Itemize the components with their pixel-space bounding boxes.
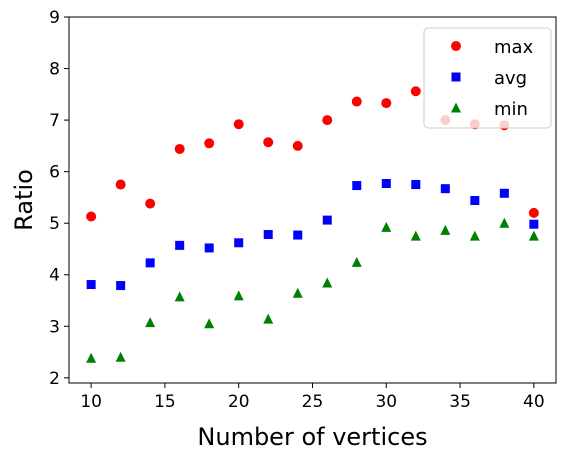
legend-label-min: min — [494, 99, 528, 120]
data-point-avg — [145, 258, 155, 268]
data-point-avg — [175, 240, 185, 250]
data-point-avg — [411, 180, 421, 190]
data-point-max — [204, 138, 215, 149]
data-point-min — [115, 351, 126, 362]
x-axis-label: Number of vertices — [197, 423, 427, 451]
data-point-min — [410, 230, 421, 241]
y-tick-label: 4 — [49, 266, 60, 286]
y-tick-label: 6 — [49, 163, 60, 183]
data-point-min — [381, 221, 392, 232]
data-point-min — [528, 230, 539, 241]
legend: max avg min — [423, 27, 552, 129]
x-tick-label: 25 — [302, 392, 324, 412]
series-min — [86, 217, 539, 363]
y-tick-label: 2 — [49, 369, 60, 389]
data-point-max — [86, 211, 97, 222]
data-point-max — [174, 143, 185, 154]
x-tick-label: 20 — [228, 392, 250, 412]
data-point-max — [322, 115, 333, 126]
data-point-min — [499, 217, 510, 228]
data-point-min — [204, 318, 215, 329]
data-point-max — [410, 86, 421, 97]
series-avg — [86, 179, 539, 291]
data-point-avg — [470, 196, 480, 206]
data-point-max — [263, 137, 274, 148]
x-tick-label: 35 — [449, 392, 471, 412]
data-point-avg — [529, 219, 539, 229]
y-tick-label: 3 — [49, 317, 60, 337]
data-point-avg — [499, 188, 509, 198]
x-tick-label: 10 — [80, 392, 102, 412]
x-tick-label: 40 — [523, 392, 545, 412]
data-point-max — [381, 98, 392, 109]
data-point-avg — [322, 215, 332, 225]
legend-label-max: max — [494, 37, 534, 58]
data-point-avg — [352, 181, 362, 191]
data-point-avg — [293, 230, 303, 240]
data-point-min — [322, 277, 333, 288]
data-point-max — [351, 96, 362, 107]
y-tick-label: 7 — [49, 111, 60, 131]
data-point-min — [263, 313, 274, 324]
data-point-avg — [204, 243, 214, 253]
data-point-min — [469, 230, 480, 241]
data-point-avg — [86, 280, 96, 290]
y-axis-label: Ratio — [10, 169, 38, 231]
data-point-max — [115, 179, 126, 190]
legend-marker-avg — [451, 72, 461, 82]
legend-marker-max — [451, 41, 461, 51]
y-tick-label: 8 — [49, 60, 60, 80]
y-tick-label: 9 — [49, 8, 60, 28]
data-point-avg — [263, 230, 273, 240]
data-point-avg — [234, 238, 244, 248]
data-point-min — [292, 287, 303, 298]
y-tick-label: 5 — [49, 214, 60, 234]
data-point-avg — [440, 184, 450, 194]
data-point-min — [86, 352, 97, 363]
data-point-max — [233, 119, 244, 130]
data-point-min — [174, 291, 185, 302]
data-point-max — [145, 198, 156, 209]
legend-marker-min — [451, 102, 461, 113]
data-point-avg — [381, 179, 391, 189]
data-point-max — [292, 140, 303, 151]
x-tick-label: 15 — [154, 392, 176, 412]
data-point-min — [233, 290, 244, 301]
data-point-min — [351, 256, 362, 267]
data-point-min — [145, 317, 156, 328]
legend-label-avg: avg — [494, 68, 527, 89]
data-point-min — [440, 224, 451, 235]
data-point-avg — [116, 281, 126, 291]
data-point-max — [528, 207, 539, 218]
x-tick-label: 30 — [375, 392, 397, 412]
